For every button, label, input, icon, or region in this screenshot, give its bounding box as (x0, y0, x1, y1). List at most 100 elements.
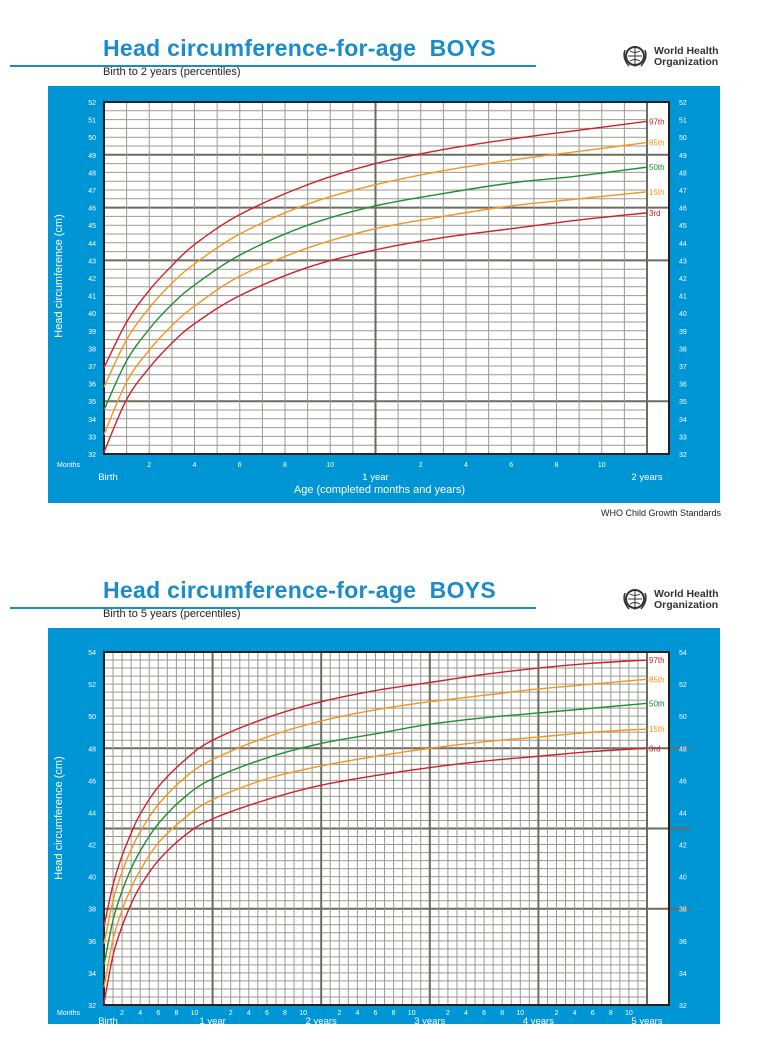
y-tick-label-left: 50 (88, 714, 96, 721)
title-rule (10, 65, 536, 67)
y-tick-label-left: 40 (88, 875, 96, 882)
y-tick-label-right: 39 (679, 329, 687, 336)
x-axis-title: Age (completed months and years) (294, 484, 465, 496)
y-tick-label-left: 50 (88, 135, 96, 142)
x-month-tick-label: 2 (419, 462, 423, 469)
y-tick-label-left: 44 (88, 810, 96, 817)
x-month-tick-label: 6 (509, 462, 513, 469)
y-tick-label-left: 47 (88, 188, 96, 195)
x-month-tick-label: 6 (238, 462, 242, 469)
y-tick-label-left: 42 (88, 843, 96, 850)
y-tick-label-right: 34 (679, 417, 687, 424)
y-axis-title: Head circumference (cm) (53, 214, 65, 337)
y-tick-label-right: 41 (679, 294, 687, 301)
x-month-tick-label: 10 (598, 462, 606, 469)
y-tick-label-right: 45 (679, 223, 687, 230)
y-tick-label-right: 48 (679, 170, 687, 177)
y-tick-label-left: 32 (88, 1003, 96, 1010)
months-label: Months (57, 462, 80, 469)
logo-line-1: World Health (654, 588, 719, 600)
x-year-label: 1 year (362, 472, 388, 483)
y-tick-label-left: 38 (88, 907, 96, 914)
x-year-label: 2 years (306, 1016, 337, 1027)
y-tick-label-right: 38 (679, 346, 687, 353)
percentile-label-85th: 85th (649, 675, 665, 684)
chart-subtitle: Birth to 2 years (percentiles) (103, 66, 241, 78)
y-tick-label-right: 36 (679, 939, 687, 946)
y-tick-label-left: 37 (88, 364, 96, 371)
x-month-tick-label: 8 (500, 1010, 504, 1017)
x-month-tick-label: 6 (591, 1010, 595, 1017)
x-month-tick-label: 2 (229, 1010, 233, 1017)
y-tick-label-right: 32 (679, 1003, 687, 1010)
y-tick-label-right: 36 (679, 382, 687, 389)
x-month-tick-label: 2 (120, 1010, 124, 1017)
y-tick-label-left: 33 (88, 434, 96, 441)
percentile-label-3rd: 3rd (649, 209, 661, 218)
percentile-label-15th: 15th (649, 188, 665, 197)
y-tick-label-left: 43 (88, 258, 96, 265)
y-tick-label-left: 40 (88, 311, 96, 318)
y-tick-label-left: 45 (88, 223, 96, 230)
y-tick-label-left: 48 (88, 170, 96, 177)
percentile-curve-97th (103, 659, 648, 927)
x-month-tick-label: 4 (247, 1010, 251, 1017)
x-month-tick-label: 4 (573, 1010, 577, 1017)
x-month-tick-label: 8 (555, 462, 559, 469)
y-tick-label-left: 51 (88, 118, 96, 125)
source-note: WHO Child Growth Standards (600, 508, 721, 518)
x-month-tick-label: 6 (265, 1010, 269, 1017)
x-month-tick-label: 10 (516, 1010, 524, 1017)
months-label: Months (57, 1010, 80, 1017)
chart-panel-2-years: 32 32 33 33 34 34 35 35 36 36 37 37 38 38 39 39 40 40 41 41… (48, 86, 720, 503)
plot-border (103, 651, 670, 1006)
y-tick-label-right: 40 (679, 311, 687, 318)
logo-line-2: Organization (654, 56, 719, 68)
percentile-curve-15th (103, 191, 648, 435)
percentile-curve-3rd (103, 747, 648, 1004)
percentile-label-85th: 85th (649, 138, 665, 147)
y-tick-label-right: 48 (679, 746, 687, 753)
y-tick-label-right: 42 (679, 843, 687, 850)
y-tick-label-right: 37 (679, 364, 687, 371)
y-tick-label-right: 46 (679, 778, 687, 785)
x-month-tick-label: 2 (147, 462, 151, 469)
percentile-label-50th: 50th (649, 163, 665, 172)
percentile-label-3rd: 3rd (649, 744, 661, 753)
y-tick-label-left: 49 (88, 153, 96, 160)
percentile-curve-15th (103, 728, 648, 988)
y-tick-label-right: 52 (679, 100, 687, 107)
who-emblem-icon (623, 46, 647, 67)
who-logo: World Health Organization (620, 42, 724, 72)
x-month-tick-label: 4 (464, 462, 468, 469)
y-tick-label-right: 44 (679, 241, 687, 248)
x-month-tick-label: 4 (193, 462, 197, 469)
x-month-tick-label: 2 (555, 1010, 559, 1017)
y-tick-label-left: 38 (88, 346, 96, 353)
y-tick-label-right: 50 (679, 714, 687, 721)
y-tick-label-left: 32 (88, 452, 96, 459)
y-tick-label-right: 33 (679, 434, 687, 441)
percentile-curve-50th (103, 702, 648, 966)
x-month-tick-label: 10 (625, 1010, 633, 1017)
x-year-label: 4 years (523, 1016, 554, 1027)
x-year-label: 2 years (631, 472, 662, 483)
x-month-tick-label: 6 (374, 1010, 378, 1017)
y-tick-label-right: 44 (679, 810, 687, 817)
y-tick-label-right: 47 (679, 188, 687, 195)
x-month-tick-label: 6 (482, 1010, 486, 1017)
x-month-tick-label: 10 (191, 1010, 199, 1017)
y-tick-label-right: 54 (679, 650, 687, 657)
y-tick-label-right: 50 (679, 135, 687, 142)
percentile-label-97th: 97th (649, 656, 665, 665)
x-month-tick-label: 10 (299, 1010, 307, 1017)
x-year-label: 3 years (414, 1016, 445, 1027)
y-tick-label-right: 43 (679, 258, 687, 265)
y-tick-label-right: 32 (679, 452, 687, 459)
x-month-tick-label: 8 (283, 462, 287, 469)
x-month-tick-label: 4 (138, 1010, 142, 1017)
percentile-curve-85th (103, 678, 648, 945)
percentile-label-97th: 97th (649, 117, 665, 126)
